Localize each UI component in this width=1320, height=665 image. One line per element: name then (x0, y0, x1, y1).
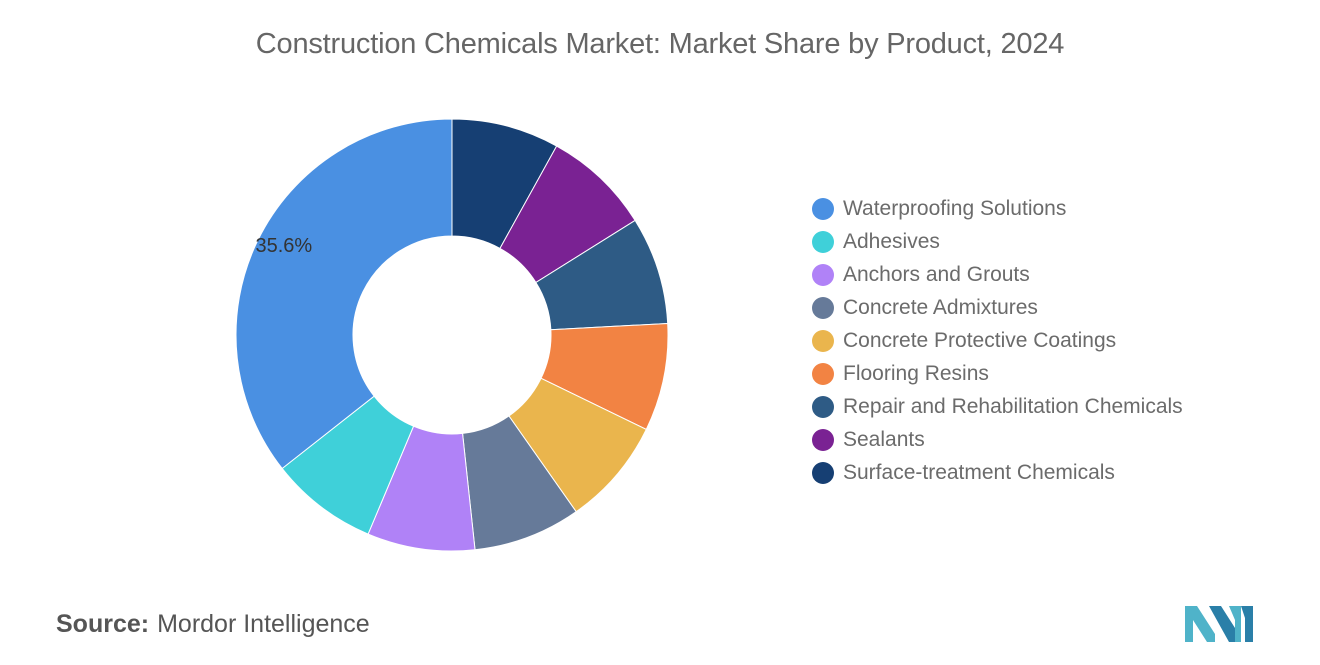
legend-swatch (812, 395, 834, 418)
legend-item: Concrete Admixtures (812, 291, 1183, 324)
legend-item: Sealants (812, 423, 1183, 456)
legend-label: Adhesives (843, 229, 940, 253)
legend-item: Repair and Rehabilitation Chemicals (812, 390, 1183, 423)
source-note: Source: Mordor Intelligence (56, 610, 370, 639)
legend-swatch (812, 461, 834, 484)
legend-label: Concrete Admixtures (843, 295, 1038, 319)
slice-waterproofing-solutions (235, 118, 453, 470)
legend-item: Surface-treatment Chemicals (812, 456, 1183, 489)
slice-data-label: 35.6% (255, 235, 312, 257)
legend-swatch (812, 263, 834, 286)
mordor-intelligence-logo-icon (1185, 606, 1253, 642)
legend-label: Anchors and Grouts (843, 262, 1030, 286)
legend-swatch (812, 428, 834, 451)
source-value: Mordor Intelligence (157, 610, 370, 638)
legend-item: Waterproofing Solutions (812, 192, 1183, 225)
legend-swatch (812, 197, 834, 220)
legend-item: Concrete Protective Coatings (812, 324, 1183, 357)
legend-label: Repair and Rehabilitation Chemicals (843, 394, 1183, 418)
legend-swatch (812, 296, 834, 319)
legend-swatch (812, 230, 834, 253)
legend-swatch (812, 329, 834, 352)
legend-item: Anchors and Grouts (812, 258, 1183, 291)
legend-item: Adhesives (812, 225, 1183, 258)
legend-item: Flooring Resins (812, 357, 1183, 390)
legend-label: Surface-treatment Chemicals (843, 460, 1115, 484)
source-label: Source: (56, 610, 150, 638)
chart-legend: Waterproofing Solutions Adhesives Anchors … (812, 192, 1183, 489)
legend-label: Sealants (843, 427, 925, 451)
legend-label: Waterproofing Solutions (843, 196, 1067, 220)
legend-label: Flooring Resins (843, 361, 989, 385)
chart-title: Construction Chemicals Market: Market Sh… (255, 28, 1065, 60)
legend-label: Concrete Protective Coatings (843, 328, 1117, 352)
legend-swatch (812, 362, 834, 385)
